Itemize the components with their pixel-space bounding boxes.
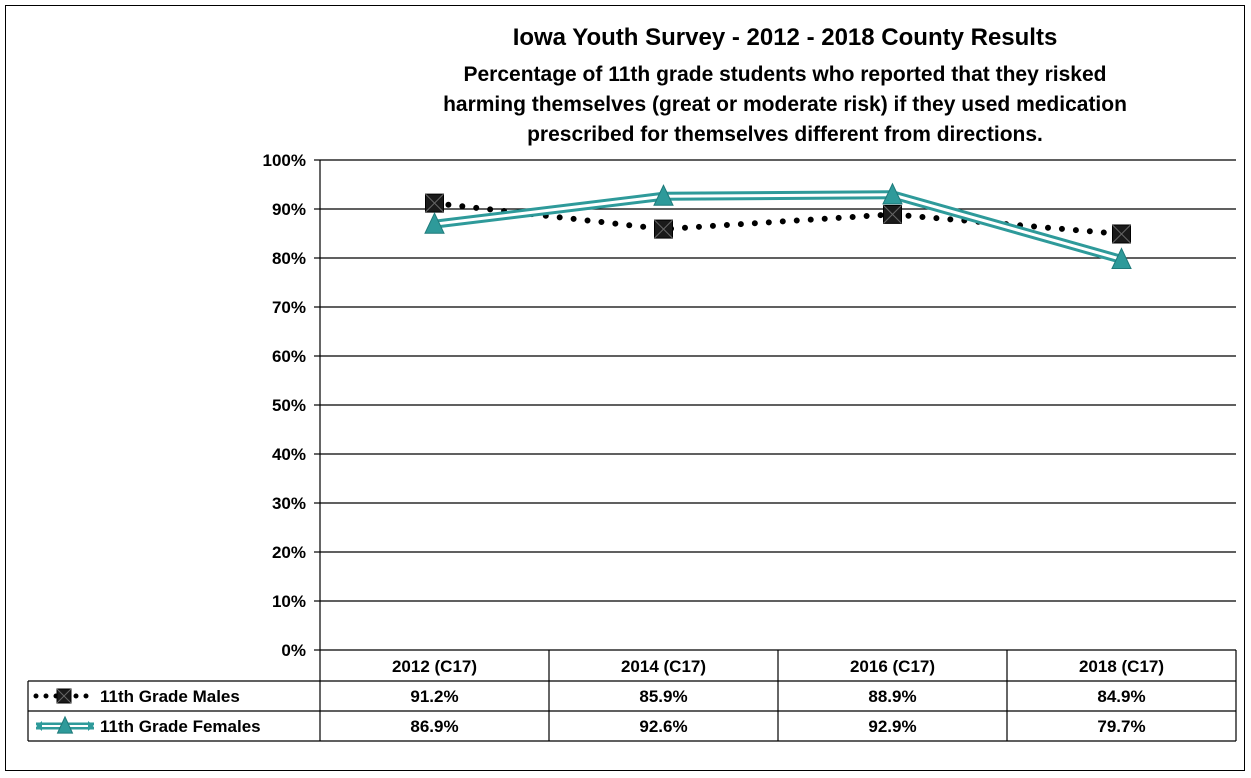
marker-females-1 <box>653 184 674 206</box>
y-tick-label: 50% <box>272 396 306 415</box>
series-line-females-inner <box>434 193 1122 261</box>
legend-key-females-marker <box>56 715 74 734</box>
marker-males-2-shade <box>883 205 902 224</box>
data-label: 92.6% <box>639 717 687 736</box>
x-category-label: 2012 (C17) <box>392 657 477 676</box>
y-tick-label: 90% <box>272 200 306 219</box>
data-label: 79.7% <box>1097 717 1145 736</box>
y-tick-label: 40% <box>272 445 306 464</box>
legend-label-females: 11th Grade Females <box>100 717 261 736</box>
legend-key-females-cap-right <box>88 721 94 731</box>
marker-males-0-shade <box>425 193 444 213</box>
marker-females-3 <box>1111 247 1132 269</box>
data-label: 86.9% <box>410 717 458 736</box>
legend-key-females-cap-left <box>36 721 42 731</box>
marker-males-3-shade <box>1112 224 1131 244</box>
y-tick-label: 30% <box>272 494 306 513</box>
chart-title: Iowa Youth Survey - 2012 - 2018 County R… <box>512 24 1058 51</box>
x-category-label: 2014 (C17) <box>621 657 706 676</box>
chart-frame <box>5 5 1245 771</box>
data-label: 91.2% <box>410 687 458 706</box>
data-label: 88.9% <box>868 687 916 706</box>
x-category-label: 2018 (C17) <box>1079 657 1164 676</box>
y-tick-label: 10% <box>272 592 306 611</box>
y-tick-label: 70% <box>272 298 306 317</box>
chart-subtitle-line-2: harming themselves (great or moderate ri… <box>443 93 1127 116</box>
y-tick-label: 100% <box>263 151 306 170</box>
y-tick-label: 80% <box>272 249 306 268</box>
legend-key-males-marker-shade <box>56 688 72 704</box>
marker-males-1-shade <box>654 219 673 239</box>
data-label: 85.9% <box>639 687 687 706</box>
marker-females-2 <box>882 182 903 205</box>
chart-subtitle-line-3: prescribed for themselves different from… <box>527 123 1043 146</box>
data-label: 84.9% <box>1097 687 1145 706</box>
y-tick-label: 60% <box>272 347 306 366</box>
x-category-label: 2016 (C17) <box>850 657 935 676</box>
legend-label-males: 11th Grade Males <box>100 687 240 706</box>
marker-females-0 <box>424 211 445 234</box>
y-tick-label: 0% <box>281 641 306 660</box>
chart-subtitle-line-1: Percentage of 11th grade students who re… <box>463 63 1107 86</box>
data-label: 92.9% <box>868 717 916 736</box>
y-tick-label: 20% <box>272 543 306 562</box>
series-line-females-outer <box>433 190 1123 264</box>
